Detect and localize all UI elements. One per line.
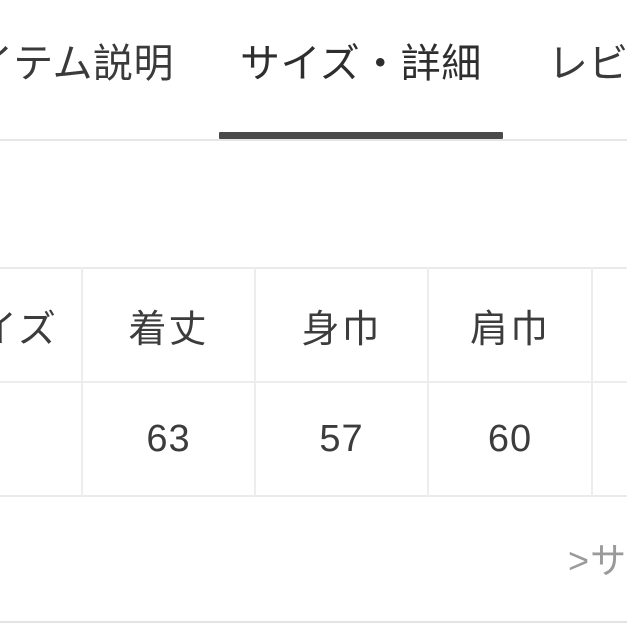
tab-bar: アイテム説明 サイズ・詳細 レビュー [0, 0, 627, 141]
header-label-shoulder: 肩巾 [469, 308, 550, 351]
table-header-row: サイズ 着丈 身巾 肩巾 [0, 268, 627, 383]
tab-list: アイテム説明 サイズ・詳細 レビュー [0, 0, 627, 140]
size-guide-row: >サイズ [0, 533, 627, 589]
table-cell-size [0, 382, 83, 496]
table-cell-shoulder: 60 [428, 382, 593, 496]
size-table-body: 63 57 60 [0, 382, 627, 496]
header-label-width: 身巾 [301, 308, 382, 351]
size-table-head: サイズ 着丈 身巾 肩巾 [0, 268, 627, 383]
table-cell-length: 63 [82, 382, 256, 496]
table-header-cell-overflow [592, 268, 627, 383]
tab-underline-size-detail [219, 132, 503, 139]
size-table-container: サイズ 着丈 身巾 肩巾 [0, 267, 627, 497]
cell-value-width: 57 [319, 417, 364, 460]
cell-value-length: 63 [146, 417, 191, 460]
table-header-cell-size: サイズ [0, 268, 83, 383]
bottom-divider [0, 621, 627, 623]
size-table: サイズ 着丈 身巾 肩巾 [0, 267, 627, 497]
tab-label-description: アイテム説明 [0, 42, 174, 86]
tab-item-size-detail[interactable]: サイズ・詳細 [207, 0, 515, 140]
size-guide-link[interactable]: >サイズ [568, 540, 627, 581]
table-row: 63 57 60 [0, 382, 627, 496]
header-label-length: 着丈 [128, 308, 209, 351]
table-cell-width: 57 [255, 382, 429, 496]
tab-bar-divider [0, 139, 627, 141]
tab-item-review[interactable]: レビュー [515, 0, 627, 140]
table-header-cell-shoulder: 肩巾 [428, 268, 593, 383]
table-header-cell-length: 着丈 [82, 268, 256, 383]
unit-caption-row: 単位 [0, 196, 627, 256]
header-label-size: サイズ [0, 308, 58, 351]
tab-label-review: レビュー [547, 42, 627, 86]
table-header-cell-width: 身巾 [255, 268, 429, 383]
table-cell-overflow [592, 382, 627, 496]
cell-value-shoulder: 60 [487, 417, 533, 460]
tab-item-description[interactable]: アイテム説明 [0, 0, 207, 140]
tab-label-size-detail: サイズ・詳細 [240, 42, 482, 86]
